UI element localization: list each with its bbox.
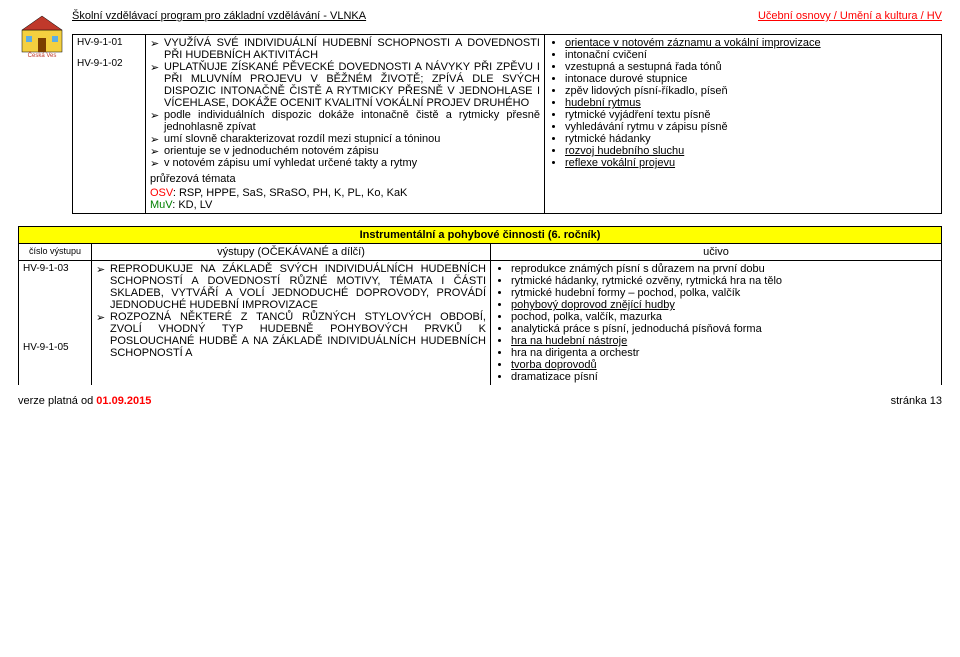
outcome-item: UPLATŇUJE ZÍSKANÉ PĚVECKÉ DOVEDNOSTI A N… <box>164 61 540 109</box>
curriculum-item: orientace v notovém záznamu a vokální im… <box>565 37 937 49</box>
curriculum-item: vyhledávání rytmu v zápisu písně <box>565 121 937 133</box>
col-header-code: číslo výstupu <box>19 244 92 261</box>
cross-label: průřezová témata <box>150 173 540 185</box>
code-2: HV-9-1-02 <box>77 58 141 69</box>
curriculum-item: rytmické hudební formy – pochod, polka, … <box>511 287 937 299</box>
outcome-item: VYUŽÍVÁ SVÉ INDIVIDUÁLNÍ HUDEBNÍ SCHOPNO… <box>164 37 540 61</box>
code-cell: HV-9-1-03 HV-9-1-05 <box>19 261 92 386</box>
header-texts: Školní vzdělávací program pro základní v… <box>72 10 942 22</box>
code-cell: HV-9-1-01 HV-9-1-02 <box>73 35 146 172</box>
header-right: Učební osnovy / Umění a kultura / HV <box>758 10 942 22</box>
curriculum-item: pochod, polka, valčík, mazurka <box>511 311 937 323</box>
curriculum-cell-2: reprodukce známých písní s důrazem na pr… <box>491 261 942 386</box>
section-title: Instrumentální a pohybové činnosti (6. r… <box>19 227 942 244</box>
muv-text: : KD, LV <box>172 199 212 211</box>
osv-line: OSV: RSP, HPPE, SaS, SRaSO, PH, K, PL, K… <box>150 187 540 199</box>
curriculum-item: rytmické hádanky <box>565 133 937 145</box>
curriculum-item: rytmické hádanky, rytmické ozvěny, rytmi… <box>511 275 937 287</box>
cross-cell: průřezová témata OSV: RSP, HPPE, SaS, SR… <box>146 171 545 214</box>
curriculum-item: reprodukce známých písní s důrazem na pr… <box>511 263 937 275</box>
curriculum-item: hra na hudební nástroje <box>511 335 937 347</box>
curriculum-item: tvorba doprovodů <box>511 359 937 371</box>
outcome-item: orientuje se v jednoduchém notovém zápis… <box>164 145 540 157</box>
curriculum-list: orientace v notovém záznamu a vokální im… <box>549 37 937 169</box>
svg-text:Česká Ves: Česká Ves <box>28 52 57 58</box>
outcome-item: podle individuálních dispozic dokáže int… <box>164 109 540 133</box>
curriculum-item: reflexe vokální projevu <box>565 157 937 169</box>
curriculum-cell: orientace v notovém záznamu a vokální im… <box>545 35 942 214</box>
muv-label: MuV <box>150 199 172 211</box>
outcome-item: ROZPOZNÁ NĚKTERÉ Z TANCŮ RŮZNÝCH STYLOVÝ… <box>110 311 486 359</box>
outcome-item: v notovém zápisu umí vyhledat určené tak… <box>164 157 540 169</box>
curriculum-item: intonační cvičení <box>565 49 937 61</box>
footer-right: stránka 13 <box>891 395 942 407</box>
curriculum-item: rytmické vyjádření textu písně <box>565 109 937 121</box>
osv-text: : RSP, HPPE, SaS, SRaSO, PH, K, PL, Ko, … <box>173 187 408 199</box>
outcomes-cell: VYUŽÍVÁ SVÉ INDIVIDUÁLNÍ HUDEBNÍ SCHOPNO… <box>146 35 545 172</box>
curriculum-item: vzestupná a sestupná řada tónů <box>565 61 937 73</box>
outcomes-list-2: REPRODUKUJE NA ZÁKLADĚ SVÝCH INDIVIDUÁLN… <box>96 263 486 359</box>
code-3: HV-9-1-03 <box>23 263 87 274</box>
outcome-item: umí slovně charakterizovat rozdíl mezi s… <box>164 133 540 145</box>
curriculum-item: zpěv lidových písní-říkadlo, píseň <box>565 85 937 97</box>
curriculum-item: pohybový doprovod znějící hudby <box>511 299 937 311</box>
code-4: HV-9-1-05 <box>23 342 87 353</box>
table-2: Instrumentální a pohybové činnosti (6. r… <box>18 226 942 385</box>
curriculum-item: rozvoj hudebního sluchu <box>565 145 937 157</box>
outcome-item: REPRODUKUJE NA ZÁKLADĚ SVÝCH INDIVIDUÁLN… <box>110 263 486 311</box>
footer-left: verze platná od 01.09.2015 <box>18 395 151 407</box>
curriculum-item: analytická práce s písní, jednoduchá pís… <box>511 323 937 335</box>
table-1: HV-9-1-01 HV-9-1-02 VYUŽÍVÁ SVÉ INDIVIDU… <box>72 34 942 214</box>
footer: verze platná od 01.09.2015 stránka 13 <box>18 395 942 407</box>
code-cell-empty <box>73 171 146 214</box>
school-logo: Česká Ves <box>18 10 66 58</box>
curriculum-item: dramatizace písní <box>511 371 937 383</box>
outcomes-list: VYUŽÍVÁ SVÉ INDIVIDUÁLNÍ HUDEBNÍ SCHOPNO… <box>150 37 540 169</box>
curriculum-item: hra na dirigenta a orchestr <box>511 347 937 359</box>
footer-date: 01.09.2015 <box>96 395 151 407</box>
header-left: Školní vzdělávací program pro základní v… <box>72 10 366 22</box>
curriculum-item: intonace durové stupnice <box>565 73 937 85</box>
outcomes-cell-2: REPRODUKUJE NA ZÁKLADĚ SVÝCH INDIVIDUÁLN… <box>92 261 491 386</box>
col-header-curriculum: učivo <box>491 244 942 261</box>
osv-label: OSV <box>150 187 173 199</box>
curriculum-item: hudební rytmus <box>565 97 937 109</box>
code-1: HV-9-1-01 <box>77 37 141 48</box>
curriculum-list-2: reprodukce známých písní s důrazem na pr… <box>495 263 937 383</box>
col-header-outcomes: výstupy (OČEKÁVANÉ a dílčí) <box>92 244 491 261</box>
muv-line: MuV: KD, LV <box>150 199 540 211</box>
